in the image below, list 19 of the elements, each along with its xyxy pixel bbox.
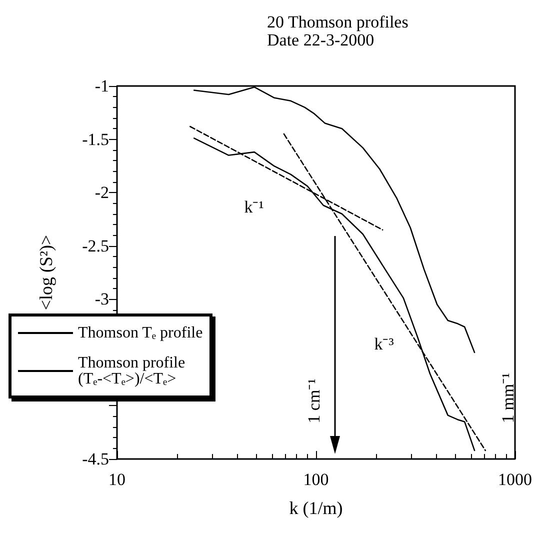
x-tick-label: 10 bbox=[108, 470, 126, 489]
y-tick-label: -3 bbox=[94, 290, 109, 309]
chart-subtitle: Date 22-3-2000 bbox=[267, 30, 374, 50]
x-axis-title: k (1/m) bbox=[289, 498, 343, 518]
legend-label: Thomson profile (Tₑ-<Tₑ>)/<Tₑ> bbox=[78, 354, 186, 388]
annotation: k⁻¹ bbox=[244, 198, 264, 216]
y-tick-label: -1 bbox=[94, 76, 109, 96]
annotation: k⁻³ bbox=[374, 334, 394, 354]
y-tick-label: -2 bbox=[94, 183, 109, 202]
y-tick-label: -1.5 bbox=[82, 130, 109, 149]
y-tick-label: -2.5 bbox=[82, 236, 109, 256]
x-tick-label: 100 bbox=[303, 470, 329, 489]
chart-title: 20 Thomson profiles bbox=[267, 12, 408, 32]
legend-label: Thomson Tₑ profile bbox=[78, 324, 203, 342]
y-axis-title: <log (S²)> bbox=[36, 234, 56, 310]
annotation: 1 mm⁻¹ bbox=[498, 372, 518, 424]
annotation: 1 cm⁻¹ bbox=[304, 378, 324, 424]
y-tick-label: -4.5 bbox=[82, 450, 109, 468]
x-tick-label: 1000 bbox=[498, 470, 532, 489]
